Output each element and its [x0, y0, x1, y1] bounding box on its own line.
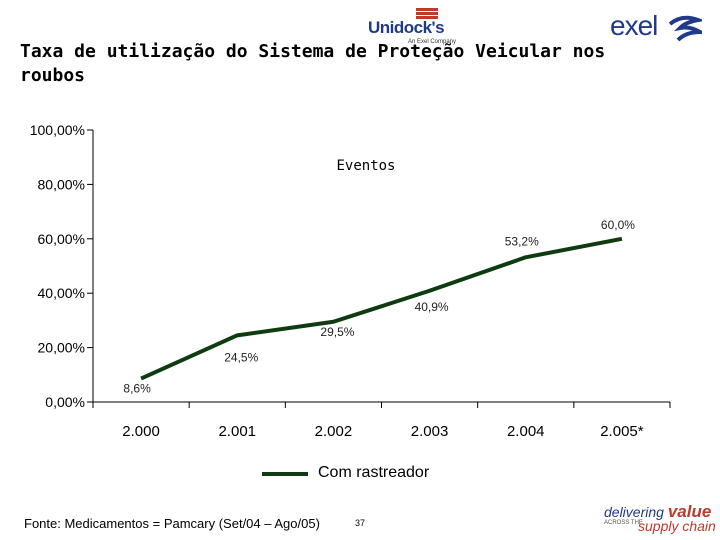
tagline-delivering: delivering [604, 504, 664, 520]
x-tick-label: 2.001 [218, 423, 256, 440]
data-label: 53,2% [505, 234, 539, 248]
y-tick-label: 100,00% [30, 122, 85, 138]
y-tick-label: 60,00% [38, 231, 85, 247]
data-labels: 8,6% 24,5% 29,5% 40,9% 53,2% 60,0% [123, 218, 635, 396]
y-tick-label: 40,00% [38, 285, 85, 301]
exel-logo-name: exel [610, 10, 658, 41]
x-tick-label: 2.005* [600, 423, 644, 440]
page-title: Taxa de utilização do Sistema de Proteçã… [20, 41, 606, 86]
chart-title: Eventos [336, 158, 395, 174]
data-label: 40,9% [415, 300, 449, 314]
unidocks-logo-subtitle: An Exel Company [408, 39, 457, 45]
y-tick-label: 80,00% [38, 176, 85, 192]
tagline-logo: delivering value ACROSS THE supply chain [602, 500, 717, 536]
x-tick-label: 2.002 [315, 423, 353, 440]
series-com-rastreador [140, 236, 623, 381]
x-tick-label: 2.000 [122, 423, 160, 440]
page-number: 37 [355, 518, 366, 528]
legend-label: Com rastreador [318, 464, 430, 481]
exel-swoosh-icon [668, 15, 702, 42]
x-tick-label: 2.004 [507, 423, 545, 440]
unidocks-logo-name: Unidock's [368, 18, 445, 37]
flag-icon [416, 8, 438, 19]
y-axis-ticks: 0,00% 20,00% 40,00% 60,00% 80,00% 100,00% [30, 122, 93, 410]
series-line [140, 236, 623, 381]
unidocks-logo: Unidock's An Exel Company [366, 6, 466, 50]
exel-logo: exel [610, 8, 710, 48]
x-axis-ticks: 2.000 2.001 2.002 2.003 2.004 2.005* [92, 402, 671, 440]
tagline-line1: delivering value [604, 502, 711, 522]
y-tick-label: 20,00% [38, 340, 85, 356]
data-label: 24,5% [224, 350, 258, 364]
tagline-value: value [667, 502, 712, 521]
data-label: 8,6% [123, 382, 151, 396]
tagline-across: ACROSS THE [604, 520, 643, 526]
y-tick-label: 0,00% [45, 394, 85, 410]
data-label: 29,5% [320, 325, 354, 339]
source-note: Fonte: Medicamentos = Pamcary (Set/04 – … [24, 516, 320, 531]
data-label: 60,0% [601, 218, 635, 232]
legend-swatch [262, 472, 308, 476]
x-tick-label: 2.003 [411, 423, 449, 440]
tagline-supply-chain: supply chain [638, 518, 716, 534]
